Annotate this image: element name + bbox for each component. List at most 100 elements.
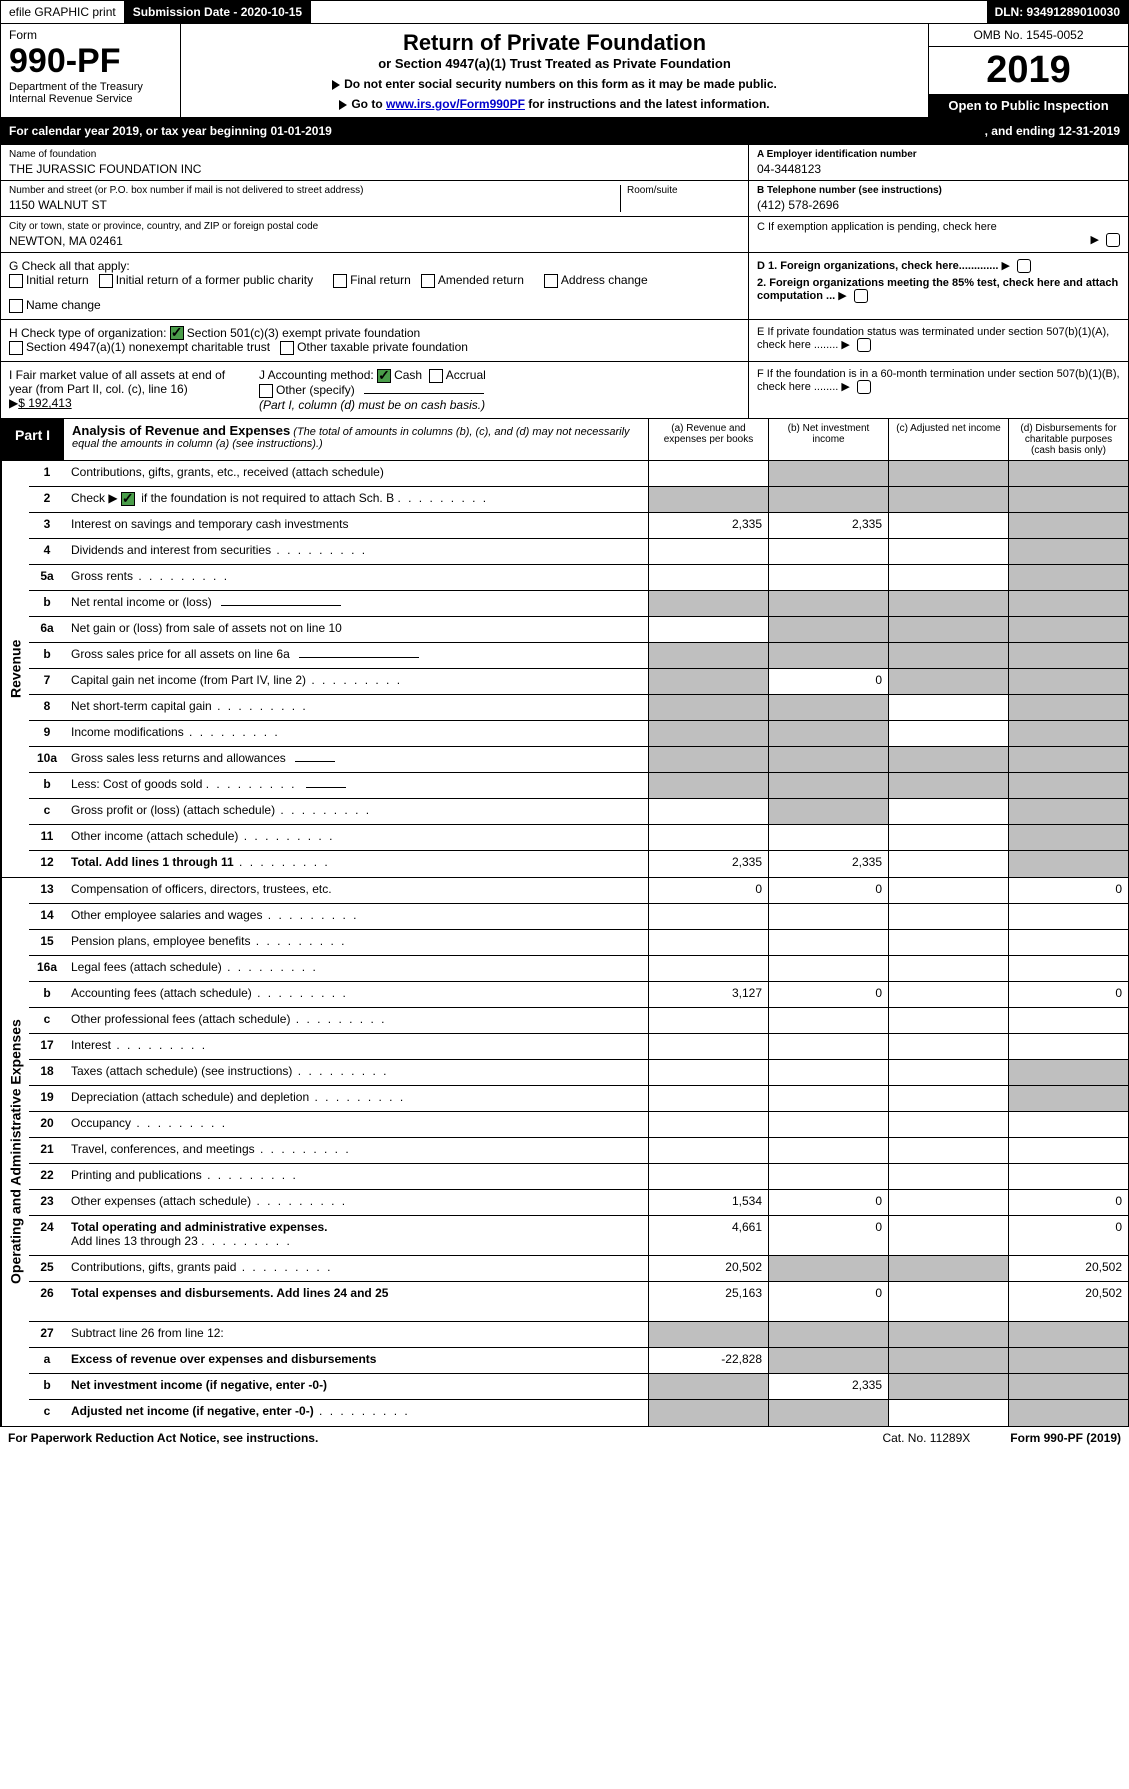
triangle-icon [339,100,347,110]
table-row: cAdjusted net income (if negative, enter… [29,1400,1128,1426]
table-row: 10aGross sales less returns and allowanc… [29,747,1128,773]
checkbox-final-return[interactable] [333,274,347,288]
expenses-side-label: Operating and Administrative Expenses [1,878,29,1426]
title-block: Return of Private Foundation or Section … [181,24,928,117]
table-row: 3Interest on savings and temporary cash … [29,513,1128,539]
ein: 04-3448123 [757,162,1120,176]
table-row: 7Capital gain net income (from Part IV, … [29,669,1128,695]
checkbox-accrual[interactable] [429,369,443,383]
table-row: bNet rental income or (loss) [29,591,1128,617]
efile-label: efile GRAPHIC print [1,1,125,23]
checkbox-e[interactable] [857,338,871,352]
checkbox-f[interactable] [857,380,871,394]
col-a: (a) Revenue and expenses per books [648,419,768,460]
section-e: E If private foundation status was termi… [748,320,1128,362]
table-row: 1Contributions, gifts, grants, etc., rec… [29,461,1128,487]
cat-number: Cat. No. 11289X [882,1431,970,1445]
col-d: (d) Disbursements for charitable purpose… [1008,419,1128,460]
row-i-j-f: I Fair market value of all assets at end… [0,362,1129,419]
checkbox-sch-b[interactable] [121,492,135,506]
section-j: J Accounting method: Cash Accrual Other … [259,368,486,412]
table-row: 24Total operating and administrative exp… [29,1216,1128,1256]
page-footer: For Paperwork Reduction Act Notice, see … [0,1427,1129,1449]
irs-link[interactable]: www.irs.gov/Form990PF [386,97,525,111]
section-d: D 1. Foreign organizations, check here..… [748,253,1128,319]
checkbox-cash[interactable] [377,369,391,383]
instr-line-2: Go to www.irs.gov/Form990PF for instruct… [189,97,920,111]
section-i-j: I Fair market value of all assets at end… [1,362,748,418]
table-row: 25Contributions, gifts, grants paid20,50… [29,1256,1128,1282]
address-cell: Number and street (or P.O. box number if… [1,181,748,217]
table-row: bNet investment income (if negative, ent… [29,1374,1128,1400]
checkbox-d1[interactable] [1017,259,1031,273]
checkbox-other-method[interactable] [259,384,273,398]
table-row: 8Net short-term capital gain [29,695,1128,721]
fmv-value: $ 192,413 [18,396,71,410]
section-f: F If the foundation is in a 60-month ter… [748,362,1128,418]
cal-end: , and ending 12-31-2019 [985,124,1120,138]
section-g: G Check all that apply: Initial return I… [1,253,748,319]
year-block: OMB No. 1545-0052 2019 Open to Public In… [928,24,1128,117]
city-cell: City or town, state or province, country… [1,217,748,252]
form-title: Return of Private Foundation [189,30,920,56]
foundation-name-cell: Name of foundation THE JURASSIC FOUNDATI… [1,145,748,181]
table-row: 13Compensation of officers, directors, t… [29,878,1128,904]
column-headers: (a) Revenue and expenses per books (b) N… [648,419,1128,460]
city-state-zip: NEWTON, MA 02461 [9,234,740,248]
checkbox-amended[interactable] [421,274,435,288]
col-b: (b) Net investment income [768,419,888,460]
checkbox-name-change[interactable] [9,299,23,313]
table-row: 14Other employee salaries and wages [29,904,1128,930]
table-row: 2Check ▶ if the foundation is not requir… [29,487,1128,513]
table-row: 12Total. Add lines 1 through 112,3352,33… [29,851,1128,877]
ein-cell: A Employer identification number 04-3448… [749,145,1128,181]
part-1-header: Part I Analysis of Revenue and Expenses … [0,419,1129,461]
row-h-e: H Check type of organization: Section 50… [0,320,1129,363]
calendar-year-row: For calendar year 2019, or tax year begi… [0,118,1129,145]
table-row: bGross sales price for all assets on lin… [29,643,1128,669]
cal-begin: For calendar year 2019, or tax year begi… [9,124,332,138]
checkbox-other-taxable[interactable] [280,341,294,355]
table-row: cGross profit or (loss) (attach schedule… [29,799,1128,825]
form-id-block: Form 990-PF Department of the Treasury I… [1,24,181,117]
revenue-table: Revenue 1Contributions, gifts, grants, e… [0,461,1129,878]
checkbox-d2[interactable] [854,289,868,303]
omb-number: OMB No. 1545-0052 [929,24,1128,47]
form-footer-id: Form 990-PF (2019) [1010,1431,1121,1445]
table-row: 15Pension plans, employee benefits [29,930,1128,956]
checkbox-501c3[interactable] [170,326,184,340]
form-number: 990-PF [9,42,172,81]
form-word: Form [9,28,172,42]
table-row: 9Income modifications [29,721,1128,747]
room-label: Room/suite [627,185,740,196]
triangle-icon [332,80,340,90]
table-row: 4Dividends and interest from securities [29,539,1128,565]
table-row: 11Other income (attach schedule) [29,825,1128,851]
form-subtitle: or Section 4947(a)(1) Trust Treated as P… [189,56,920,71]
table-row: 17Interest [29,1034,1128,1060]
table-row: 21Travel, conferences, and meetings [29,1138,1128,1164]
table-row: 27Subtract line 26 from line 12: [29,1322,1128,1348]
table-row: bAccounting fees (attach schedule)3,1270… [29,982,1128,1008]
table-row: bLess: Cost of goods sold [29,773,1128,799]
phone: (412) 578-2696 [757,198,1120,212]
row-g-d: G Check all that apply: Initial return I… [0,253,1129,320]
checkbox-4947[interactable] [9,341,23,355]
checkbox-c[interactable] [1106,233,1120,247]
open-to-public: Open to Public Inspection [929,94,1128,117]
section-i: I Fair market value of all assets at end… [9,368,239,412]
table-row: 19Depreciation (attach schedule) and dep… [29,1086,1128,1112]
exemption-pending-cell: C If exemption application is pending, c… [749,217,1128,251]
checkbox-address-change[interactable] [544,274,558,288]
checkbox-initial-return[interactable] [9,274,23,288]
top-bar: efile GRAPHIC print Submission Date - 20… [0,0,1129,24]
checkbox-initial-former[interactable] [99,274,113,288]
table-row: 26Total expenses and disbursements. Add … [29,1282,1128,1322]
revenue-side-label: Revenue [1,461,29,877]
part-title: Analysis of Revenue and Expenses (The to… [64,419,648,460]
irs-label: Internal Revenue Service [9,93,172,105]
dln: DLN: 93491289010030 [987,1,1128,23]
paperwork-notice: For Paperwork Reduction Act Notice, see … [8,1431,318,1445]
table-row: cOther professional fees (attach schedul… [29,1008,1128,1034]
tax-year: 2019 [929,47,1128,94]
